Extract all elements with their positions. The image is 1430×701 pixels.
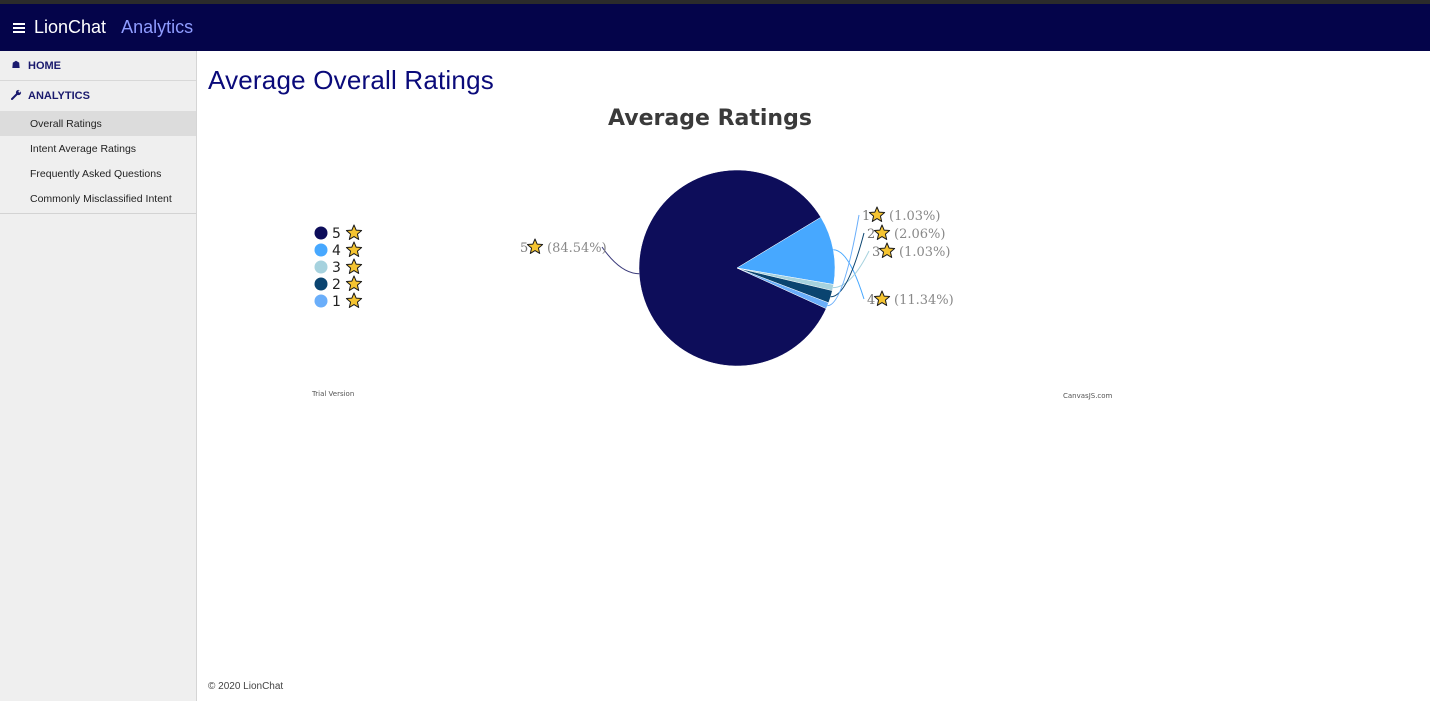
section-name: Analytics <box>121 17 194 37</box>
star-icon <box>526 238 544 254</box>
legend-marker-4[interactable] <box>314 243 328 257</box>
legend-marker-1[interactable] <box>314 294 328 308</box>
ratings-pie-chart: Average Ratings 5 (84.54%) 4 (11.34%) 3 (1.03… <box>311 106 1113 400</box>
leader-line-1 <box>827 214 860 307</box>
leader-line-3 <box>832 250 870 289</box>
window-top-border <box>0 0 1430 4</box>
legend-marker-5[interactable] <box>314 226 328 240</box>
leader-line-4 <box>833 249 865 300</box>
slice-percent-1: (1.03%) <box>889 209 940 224</box>
legend-label-5[interactable]: 5 <box>332 226 341 242</box>
app-name[interactable]: LionChat <box>34 17 107 37</box>
slice-percent-2: (2.06%) <box>894 227 945 242</box>
home-icon: ☗ <box>11 60 21 71</box>
sidebar-item-commonly-misclassified-intent[interactable]: Commonly Misclassified Intent <box>30 192 172 205</box>
star-icon <box>878 242 896 258</box>
sidebar: ☗ HOME ANALYTICS Overall Ratings Intent … <box>0 51 197 701</box>
star-icon <box>345 224 363 240</box>
star-icon <box>345 241 363 257</box>
sidebar-item-home[interactable]: ☗ HOME <box>0 51 196 81</box>
page-title: Average Overall Ratings <box>208 65 494 95</box>
legend-label-2[interactable]: 2 <box>332 277 341 293</box>
slice-label-4: 4 <box>867 293 875 308</box>
leader-line-2 <box>830 232 865 298</box>
legend-label-3[interactable]: 3 <box>332 260 341 276</box>
legend-label-4[interactable]: 4 <box>332 243 341 259</box>
star-icon <box>873 290 891 306</box>
leader-line-5 <box>601 246 640 275</box>
legend-label-1[interactable]: 1 <box>332 294 341 310</box>
sidebar-item-label: HOME <box>28 59 61 72</box>
sidebar-group-analytics: ANALYTICS Overall Ratings Intent Average… <box>0 81 196 214</box>
wrench-icon <box>11 89 22 103</box>
star-icon <box>868 206 886 222</box>
slice-label-5: 5 <box>520 241 528 256</box>
slice-percent-4: (11.34%) <box>894 293 954 308</box>
sidebar-item-label: ANALYTICS <box>28 90 90 102</box>
star-icon <box>345 275 363 291</box>
legend-marker-3[interactable] <box>314 260 328 274</box>
top-navbar: LionChat Analytics <box>0 4 1430 51</box>
main-content: Average Overall Ratings Average Ratings … <box>197 51 1430 701</box>
pie-slice-4-star[interactable] <box>736 216 836 285</box>
chart-title: Average Ratings <box>608 106 812 131</box>
sidebar-item-overall-ratings[interactable]: Overall Ratings <box>0 111 196 136</box>
hamburger-menu-icon[interactable] <box>13 22 25 33</box>
sidebar-item-frequently-asked-questions[interactable]: Frequently Asked Questions <box>30 167 162 180</box>
star-icon <box>873 224 891 240</box>
sidebar-item-intent-average-ratings[interactable]: Intent Average Ratings <box>30 142 137 155</box>
slice-label-1: 1 <box>862 209 870 224</box>
slice-label-2: 2 <box>867 227 875 242</box>
slice-label-3: 3 <box>872 245 880 260</box>
trial-version-watermark: Trial Version <box>311 390 354 398</box>
slice-percent-3: (1.03%) <box>899 245 950 260</box>
slice-percent-5: (84.54%) <box>547 241 607 256</box>
sidebar-item-analytics[interactable]: ANALYTICS <box>0 81 196 111</box>
footer-copyright: © 2020 LionChat <box>208 681 284 692</box>
star-icon <box>345 292 363 308</box>
star-icon <box>345 258 363 274</box>
legend-marker-2[interactable] <box>314 277 328 291</box>
canvasjs-credit-link[interactable]: CanvasJS.com <box>1063 392 1113 400</box>
